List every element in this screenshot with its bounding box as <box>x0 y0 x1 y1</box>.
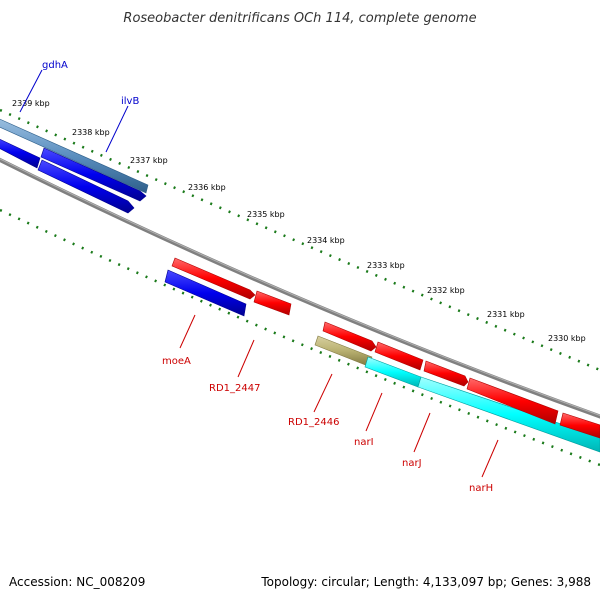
feature-blue-ilvB <box>40 147 147 202</box>
feature-group-lower-right <box>314 321 600 453</box>
leader-moeA <box>179 314 196 349</box>
gene-label-RD1_2447: RD1_2447 <box>209 383 260 394</box>
outer-tick-row <box>0 108 600 372</box>
leader-narH <box>481 439 499 478</box>
leader-narJ <box>413 412 431 453</box>
kbp-label: 2337 kbp <box>130 156 168 165</box>
feature-red-narJ <box>423 360 469 387</box>
kbp-label: 2332 kbp <box>427 286 465 295</box>
leader-narI <box>365 392 383 432</box>
kbp-label: 2338 kbp <box>72 128 110 137</box>
map-title: Roseobacter denitrificans OCh 114, compl… <box>123 11 476 26</box>
gene-label-moeA: moeA <box>162 356 191 367</box>
feature-red-narH <box>466 377 559 425</box>
kbp-label: 2331 kbp <box>487 310 525 319</box>
genome-summary-text: Topology: circular; Length: 4,133,097 bp… <box>260 575 591 589</box>
leader-RD1_2447 <box>237 339 255 378</box>
kbp-label: 2336 kbp <box>188 183 226 192</box>
gene-leader-lines <box>19 69 499 478</box>
kbp-label: 2334 kbp <box>307 236 345 245</box>
gene-label-narH: narH <box>469 483 493 494</box>
feature-group-upper-left <box>0 118 149 214</box>
inner-tick-row <box>0 208 600 467</box>
feature-blue-gdhA <box>0 139 41 169</box>
gene-label-gdhA: gdhA <box>42 60 68 71</box>
feature-cyan-narH <box>417 376 600 453</box>
kbp-label: 2333 kbp <box>367 261 405 270</box>
kbp-label: 2339 kbp <box>12 99 50 108</box>
kbp-label: 2330 kbp <box>548 334 586 343</box>
feature-red-RD1_2447 <box>253 290 292 316</box>
feature-red-2 <box>374 341 424 371</box>
kbp-label: 2335 kbp <box>247 210 285 219</box>
genome-backbone-highlight <box>0 158 600 416</box>
genome-backbone <box>0 157 600 419</box>
leader-ilvB <box>105 105 129 153</box>
accession-text: Accession: NC_008209 <box>9 575 145 589</box>
feature-red-moeA <box>171 257 256 300</box>
feature-blue-moeA <box>164 269 247 317</box>
leader-gdhA <box>19 69 43 113</box>
gene-label-RD1_2446: RD1_2446 <box>288 417 339 428</box>
kbp-labels: 2339 kbp 2338 kbp 2337 kbp 2336 kbp 2335… <box>12 99 586 343</box>
feature-steelblue <box>0 118 149 194</box>
feature-group-mid <box>164 257 292 317</box>
gene-label-narJ: narJ <box>402 458 422 469</box>
leader-RD1_2446 <box>313 373 333 413</box>
gene-labels: gdhA ilvB moeA RD1_2447 RD1_2446 narI na… <box>42 60 493 494</box>
feature-red-edge <box>559 412 600 439</box>
gene-label-narI: narI <box>354 437 374 448</box>
feature-blue-short <box>37 159 135 214</box>
gene-label-ilvB: ilvB <box>121 96 139 107</box>
feature-red-1 <box>322 321 377 352</box>
